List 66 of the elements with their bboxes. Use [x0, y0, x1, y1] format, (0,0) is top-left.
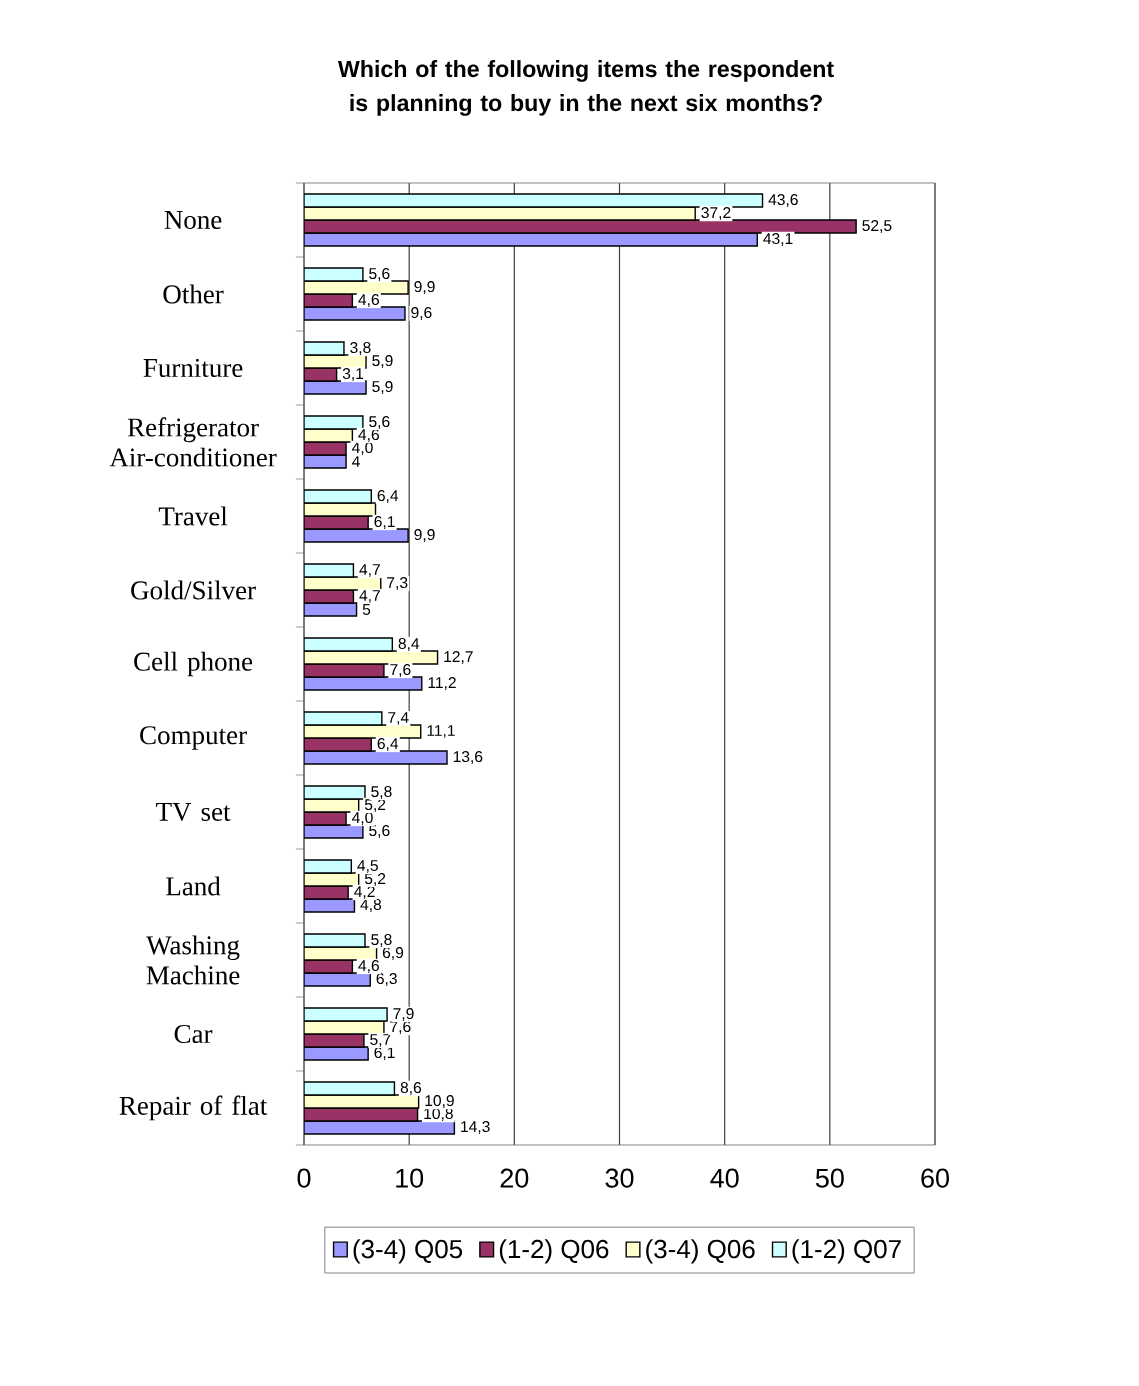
data-label: 11,2 [428, 677, 456, 690]
y-tick-label: Travel [158, 506, 228, 526]
data-label: 37,2 [701, 207, 731, 220]
x-tick-label: 20 [500, 1168, 529, 1188]
data-label: 4,7 [359, 564, 380, 577]
chart-title: Which of the following items the respondent is planning to buy in the next six months? [337, 60, 834, 116]
y-tick-label: Gold/Silver [131, 580, 256, 600]
data-label: 9,6 [411, 307, 432, 320]
data-label: 3,8 [350, 342, 371, 355]
data-label: 9,9 [414, 529, 435, 542]
y-tick-label: Furniture [143, 358, 243, 378]
data-label: 11,1 [427, 725, 455, 738]
data-label: 8,6 [400, 1082, 422, 1095]
data-label: 7,4 [388, 712, 409, 725]
legend-label: (1-2) Q07 [792, 1239, 901, 1264]
data-label: 4,8 [360, 899, 382, 912]
data-label: 5,6 [369, 268, 390, 281]
legend-label: (1-2) Q06 [499, 1239, 609, 1264]
data-label: 8,4 [398, 638, 420, 651]
data-label: 5,6 [369, 416, 390, 429]
y-tick-label: None [164, 211, 222, 229]
data-label: 7,3 [387, 577, 408, 590]
y-tick-label: Car [174, 1024, 213, 1044]
y-tick-label: Cell phone [134, 651, 253, 677]
data-label: 4,6 [358, 960, 379, 973]
legend-label: (3-4) Q05 [353, 1239, 463, 1264]
data-label: 4 [352, 456, 360, 467]
x-tick-label: 0 [297, 1168, 311, 1188]
data-label: 4,6 [358, 294, 379, 307]
data-label: 5,8 [371, 786, 392, 799]
y-tick-label: Refrigerator Air-conditioner [109, 417, 277, 467]
data-label: 6,1 [374, 516, 395, 529]
y-tick-label: Other [163, 284, 224, 304]
data-label: 4,5 [357, 860, 378, 873]
y-tick-label: Washing Machine [146, 935, 240, 985]
data-label: 7,9 [393, 1008, 414, 1021]
data-label: 13,6 [453, 751, 483, 764]
y-tick-label: Repair of flat [119, 1095, 268, 1121]
y-tick-label: TV set [156, 802, 231, 822]
y-tick-label: Land [166, 876, 221, 896]
x-tick-label: 60 [921, 1168, 949, 1188]
data-label: 4,6 [358, 429, 379, 442]
data-label: 5,8 [371, 934, 392, 947]
data-label: 43,1 [763, 233, 793, 246]
x-tick-label: 40 [710, 1168, 739, 1188]
x-tick-label: 30 [605, 1168, 634, 1188]
data-label: 10,9 [425, 1095, 454, 1108]
data-label: 5 [362, 604, 371, 615]
data-label: 3,1 [342, 368, 364, 381]
data-label: 43,6 [768, 194, 798, 207]
data-label: 4,7 [359, 590, 380, 603]
legend-label: (3-4) Q06 [646, 1239, 755, 1264]
data-label: 6,4 [377, 490, 399, 503]
data-label: 5,7 [370, 1034, 391, 1047]
data-label: 9,9 [414, 281, 435, 294]
data-label: 52,5 [862, 220, 892, 233]
data-label: 6,4 [377, 738, 399, 751]
x-tick-label: 10 [396, 1168, 424, 1188]
data-label: 14,3 [461, 1121, 490, 1134]
y-tick-label: Computer [140, 726, 247, 750]
data-label: 7,6 [390, 664, 411, 677]
data-label: 6,3 [376, 973, 397, 986]
data-label: 12,7 [444, 651, 473, 664]
data-label: 5,9 [372, 355, 393, 368]
x-tick-label: 50 [815, 1168, 844, 1188]
data-label: 5,9 [372, 381, 393, 394]
